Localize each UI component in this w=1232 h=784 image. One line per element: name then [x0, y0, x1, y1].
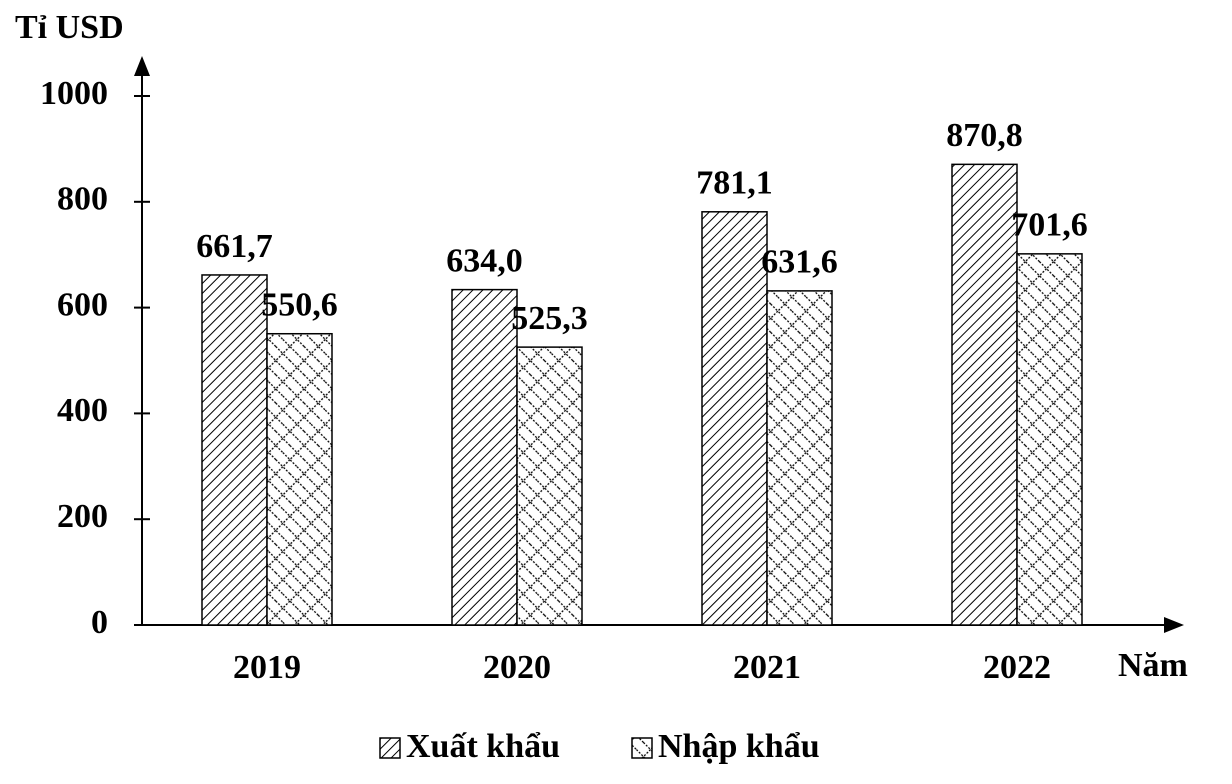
value-label: 550,6 [261, 287, 338, 324]
legend-swatch [631, 737, 653, 759]
x-tick-label: 2020 [483, 649, 551, 686]
y-tick-label: 800 [57, 181, 108, 218]
x-tick-label: 2022 [983, 649, 1051, 686]
bar [516, 346, 583, 626]
legend-label: Nhập khẩu [658, 728, 820, 765]
x-tick-label: 2021 [733, 649, 801, 686]
y-axis-arrow [134, 56, 150, 76]
value-label: 525,3 [511, 300, 588, 337]
bar [951, 163, 1018, 626]
legend-label: Xuất khẩu [406, 728, 560, 765]
bar [766, 290, 833, 626]
bar [1016, 253, 1083, 626]
y-axis-title: Tỉ USD [15, 9, 124, 46]
value-label: 701,6 [1011, 207, 1088, 244]
x-tick-label: 2019 [233, 649, 301, 686]
value-label: 870,8 [946, 117, 1023, 154]
x-axis-arrow [1164, 617, 1184, 633]
y-tick-label: 1000 [40, 75, 108, 112]
legend-swatch [379, 737, 401, 759]
y-tick-label: 0 [91, 604, 108, 641]
bar [701, 211, 768, 626]
bar [201, 274, 268, 626]
value-label: 634,0 [446, 242, 523, 279]
y-tick-label: 600 [57, 286, 108, 323]
x-axis-title: Năm [1118, 647, 1188, 684]
y-tick-label: 400 [57, 392, 108, 429]
bar [266, 332, 333, 626]
bar [451, 288, 518, 626]
value-label: 781,1 [696, 165, 773, 202]
value-label: 661,7 [196, 228, 273, 265]
value-label: 631,6 [761, 244, 838, 281]
y-tick-label: 200 [57, 498, 108, 535]
